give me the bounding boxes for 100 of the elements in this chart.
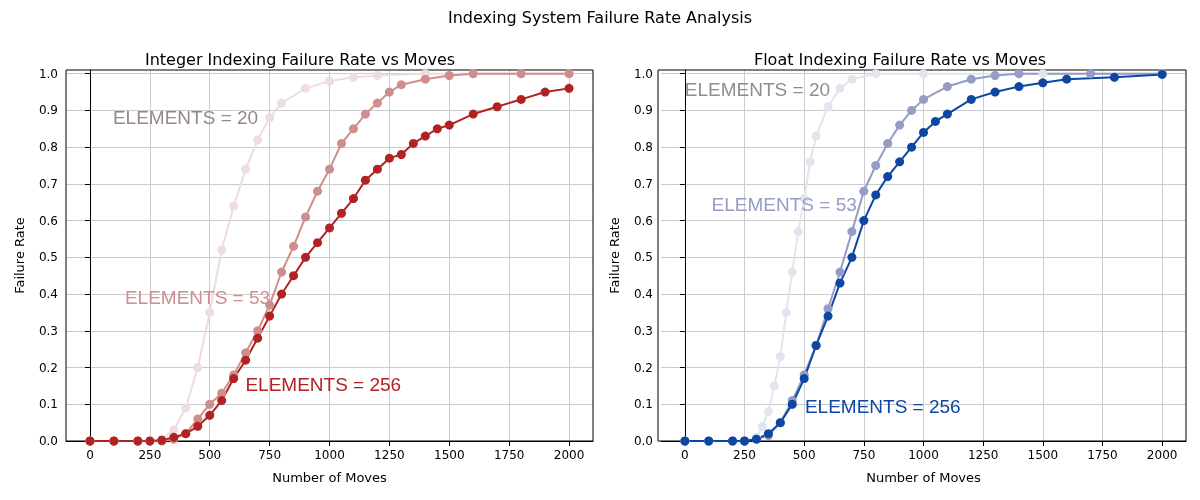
- point: [205, 410, 215, 420]
- point: [919, 69, 928, 79]
- point: [847, 252, 857, 262]
- point: [360, 109, 370, 119]
- point: [444, 71, 454, 81]
- point: [313, 186, 323, 196]
- point: [883, 172, 893, 182]
- point: [289, 241, 299, 251]
- point: [787, 267, 797, 277]
- point: [444, 120, 454, 130]
- point: [205, 307, 215, 317]
- point: [895, 157, 905, 167]
- point: [325, 164, 334, 174]
- y-tick-label: 0.7: [38, 176, 58, 191]
- y-tick-label: 0.0: [633, 434, 653, 448]
- y-tick-label: 0.8: [38, 140, 58, 155]
- point: [1109, 72, 1119, 82]
- text: Indexing System Failure Rate Analysis: [446, 7, 753, 29]
- point: [823, 102, 833, 112]
- x-tick-label: 1000: [908, 448, 939, 462]
- x-tick-label: 500: [198, 448, 222, 462]
- series-label: ELEMENTS = 20: [684, 79, 831, 101]
- point: [301, 212, 311, 222]
- y-tick-label: 0.6: [633, 213, 653, 228]
- point: [384, 87, 394, 97]
- point: [265, 113, 275, 123]
- point: [396, 80, 406, 90]
- series-label: ELEMENTS = 256: [804, 396, 961, 418]
- point: [336, 138, 346, 148]
- y-tick-label: 0.4: [633, 287, 653, 302]
- point: [253, 326, 263, 336]
- y-tick-label: 0.5: [38, 250, 58, 265]
- point: [757, 421, 767, 431]
- point: [847, 227, 857, 237]
- point: [336, 208, 346, 218]
- point: [420, 74, 430, 84]
- x-tick-label: 1000: [314, 448, 345, 462]
- point: [325, 223, 334, 233]
- point: [241, 355, 251, 365]
- point: [217, 245, 227, 255]
- point: [847, 74, 857, 84]
- point: [277, 289, 287, 299]
- point: [384, 153, 394, 163]
- point: [793, 227, 803, 237]
- point: [253, 135, 263, 145]
- point: [781, 307, 791, 317]
- point: [301, 83, 311, 93]
- y-tick-label: 0.3: [633, 323, 653, 338]
- point: [919, 94, 928, 104]
- point: [205, 399, 215, 409]
- point: [289, 271, 299, 281]
- point: [930, 116, 940, 126]
- x-tick-label: 2000: [553, 448, 585, 462]
- series-label: ELEMENTS = 256: [245, 374, 402, 396]
- point: [1086, 69, 1096, 79]
- point: [763, 407, 773, 417]
- point: [193, 363, 203, 373]
- y-tick-label: 0.1: [38, 397, 58, 412]
- point: [372, 98, 382, 108]
- point: [919, 127, 928, 137]
- y-tick-label: 1.0: [38, 66, 58, 81]
- point: [313, 238, 323, 248]
- y-tick-label: 0.9: [38, 103, 58, 118]
- point: [835, 83, 845, 93]
- point: [372, 164, 382, 174]
- point: [301, 252, 311, 262]
- point: [432, 124, 442, 134]
- point: [420, 131, 430, 141]
- point: [241, 164, 251, 174]
- y-tick-label: 0.6: [38, 213, 58, 228]
- point: [805, 157, 815, 167]
- point: [990, 71, 1000, 81]
- x-axis-title: Number of Moves: [866, 470, 982, 485]
- point: [871, 69, 881, 79]
- point: [468, 109, 478, 119]
- point: [966, 74, 976, 84]
- point: [990, 87, 1000, 97]
- point: [277, 267, 287, 277]
- y-tick-label: 0.0: [38, 434, 58, 448]
- x-tick-label: 1750: [1087, 448, 1118, 462]
- point: [883, 138, 893, 148]
- point: [372, 71, 382, 81]
- point: [492, 102, 502, 112]
- point: [942, 109, 952, 119]
- point: [348, 72, 358, 82]
- x-tick-label: 2000: [1146, 448, 1178, 462]
- point: [241, 348, 251, 358]
- point: [277, 98, 287, 108]
- point: [229, 201, 239, 211]
- series-label: ELEMENTS = 53: [711, 193, 857, 215]
- y-tick-label: 0.2: [38, 360, 58, 375]
- x-tick-label: 0: [681, 448, 689, 462]
- x-tick-label: 750: [258, 448, 282, 462]
- y-tick-label: 0.8: [633, 140, 653, 155]
- point: [360, 175, 370, 185]
- point: [775, 352, 785, 362]
- point: [229, 374, 239, 384]
- point: [871, 190, 881, 200]
- x-tick-label: 250: [138, 448, 162, 462]
- series-label: ELEMENTS = 20: [112, 107, 259, 129]
